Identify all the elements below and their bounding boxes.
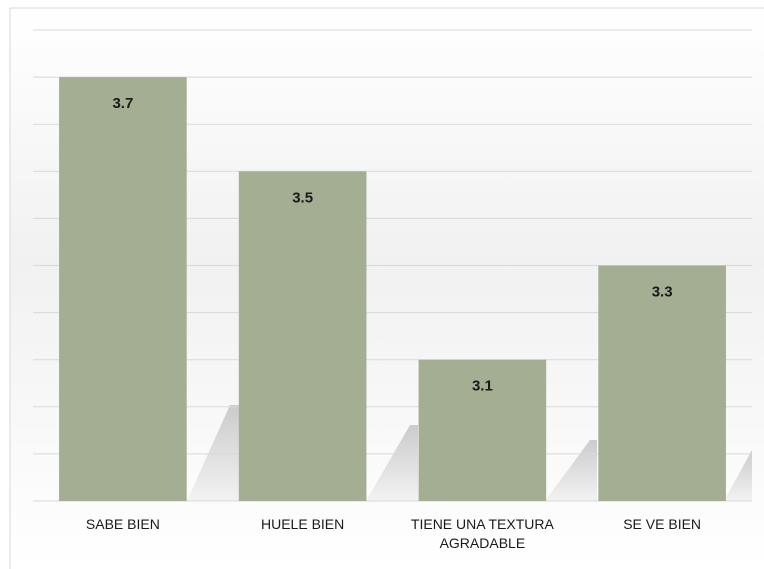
bar bbox=[598, 265, 726, 501]
x-tick-label: SABE BIEN bbox=[85, 516, 160, 532]
x-tick-label: HUELE BIEN bbox=[261, 516, 345, 532]
shadow bbox=[187, 405, 239, 501]
data-label: 3.3 bbox=[652, 283, 673, 300]
shadow bbox=[545, 440, 597, 501]
bar bbox=[418, 359, 547, 501]
shadow bbox=[366, 425, 418, 501]
bar bbox=[59, 77, 187, 501]
x-tick-label: SE VE BIEN bbox=[623, 516, 702, 532]
data-label: 3.5 bbox=[292, 189, 313, 206]
x-tick-label: TIENE UNA TEXTURA AGRADABLE bbox=[410, 516, 554, 551]
shadow bbox=[724, 450, 752, 501]
data-label: 3.7 bbox=[112, 95, 133, 112]
bar bbox=[238, 171, 367, 502]
data-label: 3.1 bbox=[472, 378, 493, 395]
